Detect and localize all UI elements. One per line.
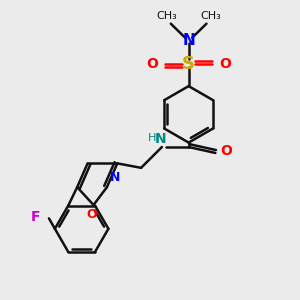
Text: O: O [146, 57, 158, 71]
Text: H: H [148, 134, 156, 143]
Text: CH₃: CH₃ [201, 11, 221, 21]
Text: N: N [110, 171, 120, 184]
Text: F: F [31, 210, 40, 224]
Text: CH₃: CH₃ [156, 11, 177, 21]
Text: N: N [182, 32, 195, 47]
Text: O: O [87, 208, 98, 221]
Text: S: S [182, 55, 195, 73]
Text: O: O [219, 57, 231, 71]
Text: O: O [221, 145, 232, 158]
Text: N: N [154, 131, 166, 146]
